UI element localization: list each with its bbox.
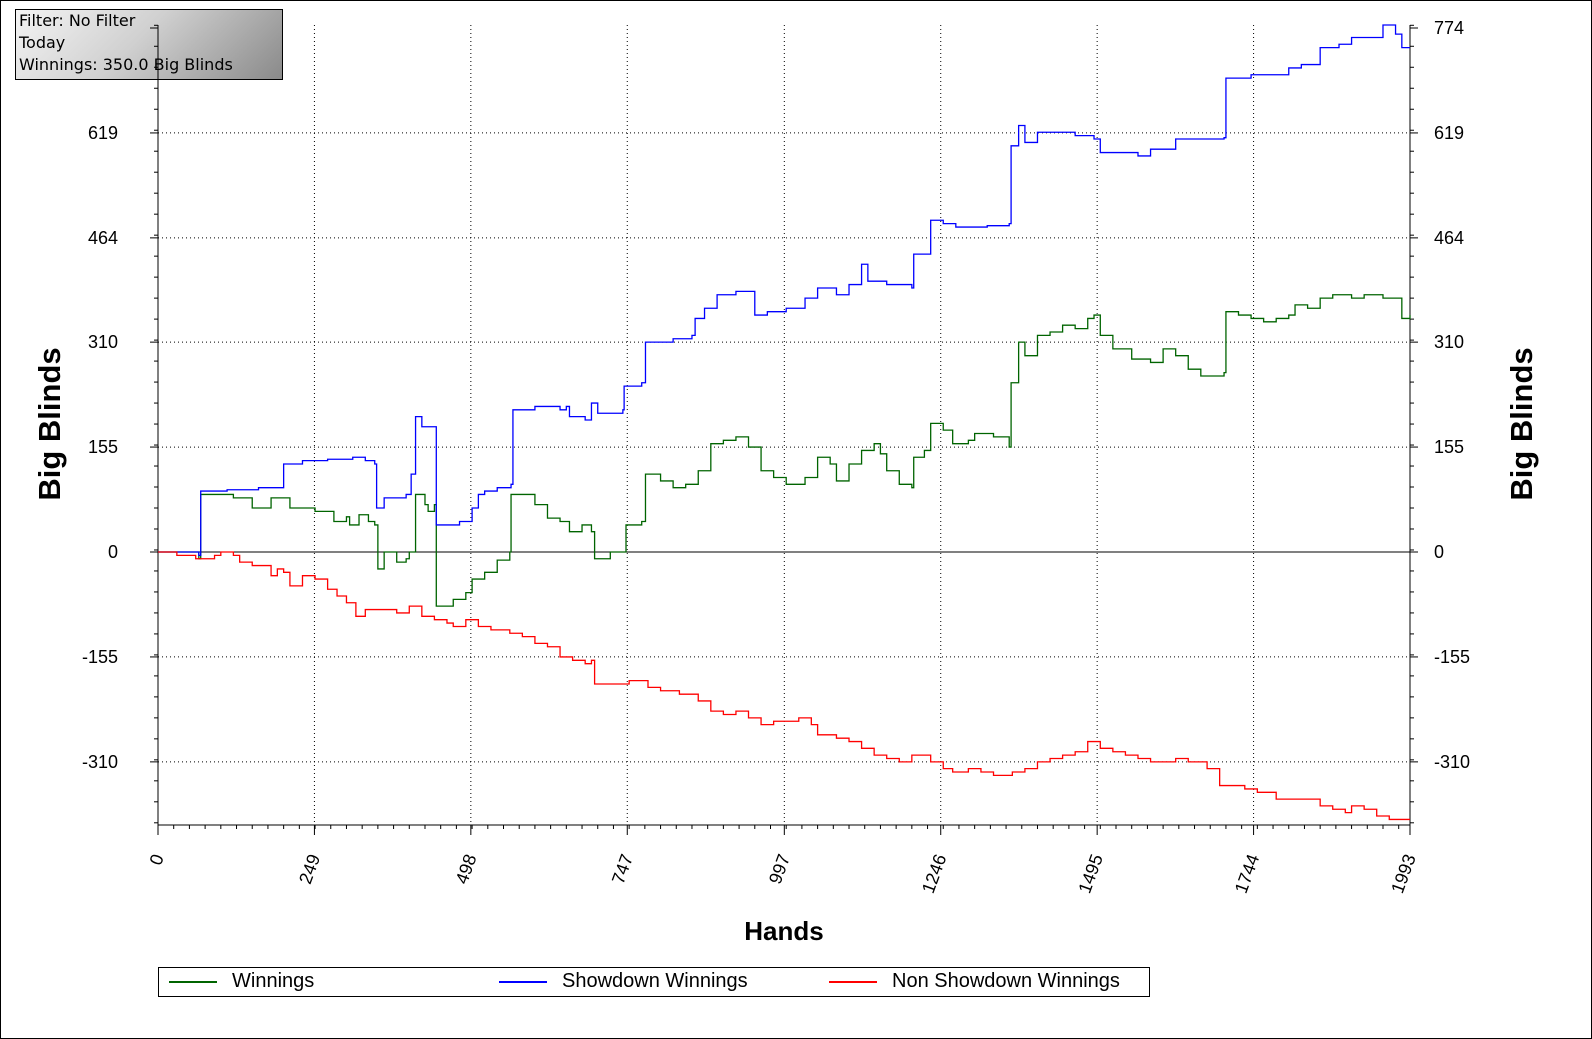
filter-info-box: Filter: No Filter Today Winnings: 350.0 …: [15, 9, 283, 80]
series-line-winnings: [158, 294, 1411, 607]
y-tick-label-left: -310: [82, 752, 118, 772]
x-tick-label: 1744: [1231, 852, 1263, 896]
legend-item-non-showdown: Non Showdown Winnings: [829, 970, 1120, 993]
y-axis-title-left: Big Blinds: [32, 347, 67, 501]
legend-swatch-non-showdown: [829, 980, 877, 983]
period-label: Today: [19, 33, 66, 52]
x-tick-label: 249: [295, 852, 324, 887]
y-tick-label-right: 310: [1434, 332, 1464, 352]
filter-label: Filter: No Filter: [19, 11, 136, 30]
winnings-summary: Winnings: 350.0 Big Blinds: [19, 55, 233, 74]
legend-label-non-showdown: Non Showdown Winnings: [892, 970, 1120, 992]
series-line-showdown: [158, 24, 1410, 557]
y-tick-label-left: 0: [108, 542, 118, 562]
y-tick-label-right: 0: [1434, 542, 1444, 562]
legend-label-winnings: Winnings: [232, 970, 315, 992]
legend-swatch-winnings: [169, 980, 217, 983]
y-tick-label-left: 464: [88, 228, 118, 248]
x-tick-label: 997: [765, 852, 794, 887]
series-line-non-showdown: [158, 551, 1410, 821]
y-tick-label-left: 619: [88, 123, 118, 143]
y-tick-label-right: 619: [1434, 123, 1464, 143]
y-tick-label-right: 464: [1434, 228, 1464, 248]
y-tick-label-right: 155: [1434, 437, 1464, 457]
y-tick-label-left: -155: [82, 647, 118, 667]
x-tick-label: 1993: [1387, 852, 1419, 896]
x-tick-label: 1246: [918, 852, 950, 896]
y-tick-label-left: 310: [88, 332, 118, 352]
y-tick-label-right: -155: [1434, 647, 1470, 667]
legend-label-showdown: Showdown Winnings: [562, 970, 748, 992]
x-axis-title: Hands: [744, 916, 824, 946]
x-tick-label: 498: [452, 852, 481, 887]
legend-item-winnings: Winnings: [169, 970, 314, 993]
y-tick-label-right: -310: [1434, 752, 1470, 772]
y-tick-label-left: 155: [88, 437, 118, 457]
x-tick-label: 1495: [1074, 852, 1106, 896]
legend: Winnings Showdown Winnings Non Showdown …: [158, 967, 1150, 997]
x-tick-label: 0: [146, 852, 168, 868]
y-axis-title-right: Big Blinds: [1504, 347, 1539, 501]
legend-item-showdown: Showdown Winnings: [499, 970, 748, 993]
legend-swatch-showdown: [499, 980, 547, 983]
x-tick-label: 747: [608, 852, 637, 887]
y-tick-label-right: 774: [1434, 18, 1464, 38]
